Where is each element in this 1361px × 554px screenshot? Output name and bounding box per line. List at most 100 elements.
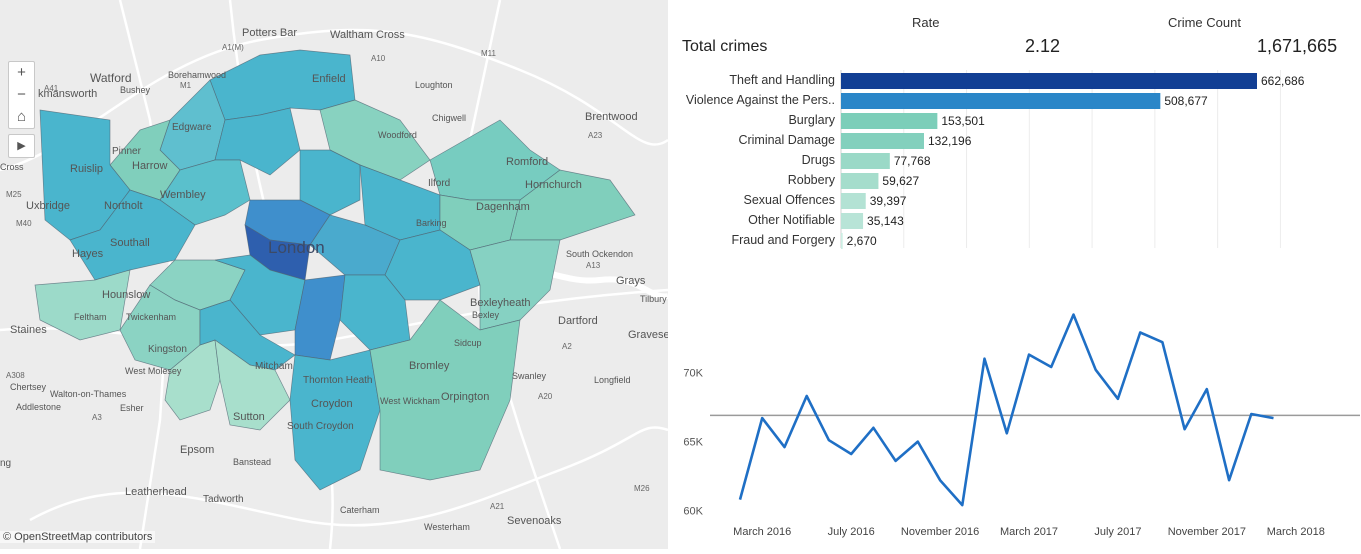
data-point[interactable] xyxy=(870,425,876,431)
home-icon[interactable]: ⌂ xyxy=(16,108,27,125)
data-point[interactable] xyxy=(1093,367,1099,373)
place-label: Northolt xyxy=(104,200,143,212)
place-label: Tadworth xyxy=(203,494,244,505)
place-label: Bexleyheath xyxy=(470,297,531,309)
road-label: A308 xyxy=(6,371,25,380)
data-point[interactable] xyxy=(915,439,921,445)
bar-category-label: Robbery xyxy=(788,173,836,187)
crime-count-header[interactable]: Crime Count xyxy=(1168,15,1241,30)
data-point[interactable] xyxy=(1137,330,1143,336)
data-point[interactable] xyxy=(759,415,765,421)
data-point[interactable] xyxy=(1026,352,1032,358)
bar[interactable] xyxy=(841,153,890,169)
data-point[interactable] xyxy=(1271,415,1277,421)
crime-count-series-line[interactable] xyxy=(738,313,1274,507)
place-label: Woodford xyxy=(378,130,417,140)
data-point[interactable] xyxy=(1048,364,1054,370)
data-point[interactable] xyxy=(781,444,787,450)
place-label: Dagenham xyxy=(476,201,530,213)
place-label: Longfield xyxy=(594,375,631,385)
place-label: Banstead xyxy=(233,457,271,467)
place-label: Loughton xyxy=(415,80,453,90)
crime-choropleth-map[interactable]: Potters Bar Waltham Cross Watford Boreha… xyxy=(0,0,668,549)
data-point[interactable] xyxy=(1070,312,1076,318)
place-label: Twickenham xyxy=(126,312,176,322)
data-point[interactable] xyxy=(1182,426,1188,432)
place-label: Romford xyxy=(506,156,548,168)
place-label: South Croydon xyxy=(287,421,354,432)
road-label: A10 xyxy=(371,54,386,63)
place-label: Leatherhead xyxy=(125,486,187,498)
place-label: Ruislip xyxy=(70,163,103,175)
bar[interactable] xyxy=(841,113,938,129)
map-canvas[interactable]: Potters Bar Waltham Cross Watford Boreha… xyxy=(0,0,668,549)
map-zoom-controls: + − ⌂ xyxy=(8,61,35,129)
bar-value-label: 59,627 xyxy=(882,174,919,188)
rate-header[interactable]: Rate xyxy=(912,15,940,30)
y-tick-label: 60K xyxy=(683,506,703,518)
bar-category-label: Drugs xyxy=(802,153,835,167)
crime-category-bar-chart[interactable]: Theft and Handling 662,686 Violence Agains… xyxy=(668,0,1361,270)
place-label: Grays xyxy=(616,275,646,287)
bar-category-label: Criminal Damage xyxy=(738,133,835,147)
bar[interactable] xyxy=(841,173,879,189)
road-label: A23 xyxy=(588,131,603,140)
x-tick-label: March 2016 xyxy=(733,526,791,538)
borough-bromley[interactable] xyxy=(369,299,521,481)
bar[interactable] xyxy=(841,213,864,229)
data-point[interactable] xyxy=(1204,386,1210,392)
bar[interactable] xyxy=(841,133,924,149)
borough-brent[interactable] xyxy=(159,159,251,226)
total-crimes-label: Total crimes xyxy=(682,38,768,55)
zoom-in-button[interactable]: + xyxy=(17,64,26,81)
place-label: Borehamwood xyxy=(168,70,226,80)
place-label: Croydon xyxy=(311,398,353,410)
data-point[interactable] xyxy=(1159,339,1165,345)
place-label: ng xyxy=(0,458,11,469)
place-label: Sevenoaks xyxy=(507,515,562,527)
bar-value-label: 508,677 xyxy=(1164,94,1208,108)
x-tick-label: July 2016 xyxy=(828,526,875,538)
data-point[interactable] xyxy=(937,477,943,483)
bar-value-label: 662,686 xyxy=(1261,74,1305,88)
data-point[interactable] xyxy=(848,451,854,457)
data-point[interactable] xyxy=(893,458,899,464)
borough-bexley[interactable] xyxy=(469,239,561,331)
place-label: Kingston xyxy=(148,344,187,355)
road-label: M11 xyxy=(481,49,497,58)
monthly-crime-line-chart[interactable]: 60K 65K 70K March 2016 July 2016 November 201… xyxy=(668,270,1361,549)
borough-croydon[interactable] xyxy=(289,349,381,491)
bar[interactable] xyxy=(841,73,1257,89)
data-point[interactable] xyxy=(826,437,832,443)
bar[interactable] xyxy=(841,193,866,209)
bar-category-label: Sexual Offences xyxy=(744,193,836,207)
data-point[interactable] xyxy=(1004,430,1010,436)
data-point[interactable] xyxy=(804,393,810,399)
place-label: Harrow xyxy=(132,160,168,172)
place-label: Hornchurch xyxy=(525,179,582,191)
place-label: Caterham xyxy=(340,505,380,515)
place-label: Epsom xyxy=(180,444,214,456)
road-label: M26 xyxy=(634,484,650,493)
data-point[interactable] xyxy=(737,497,743,503)
place-label: Orpington xyxy=(441,391,489,403)
play-icon[interactable]: ▶ xyxy=(8,134,35,158)
place-label: Wembley xyxy=(160,189,206,201)
bar[interactable] xyxy=(841,93,1161,109)
bar-category-label: Violence Against the Pers.. xyxy=(686,93,835,107)
total-count-value: 1,671,665 xyxy=(1257,36,1338,56)
map-attribution[interactable]: © OpenStreetMap contributors xyxy=(0,531,156,543)
line-chart-canvas[interactable]: 60K 65K 70K March 2016 July 2016 November 201… xyxy=(668,270,1361,549)
bar-value-label: 2,670 xyxy=(847,234,877,248)
data-point[interactable] xyxy=(1115,396,1121,402)
data-point[interactable] xyxy=(1226,477,1232,483)
place-label: Bexley xyxy=(472,310,500,320)
data-point[interactable] xyxy=(1248,411,1254,417)
data-point[interactable] xyxy=(959,502,965,508)
place-label: Southall xyxy=(110,237,150,249)
data-point[interactable] xyxy=(982,356,988,362)
bar[interactable] xyxy=(841,233,843,249)
bar-category-label: Other Notifiable xyxy=(748,213,835,227)
borough-sutton[interactable] xyxy=(214,339,291,431)
zoom-out-button[interactable]: − xyxy=(17,86,26,103)
